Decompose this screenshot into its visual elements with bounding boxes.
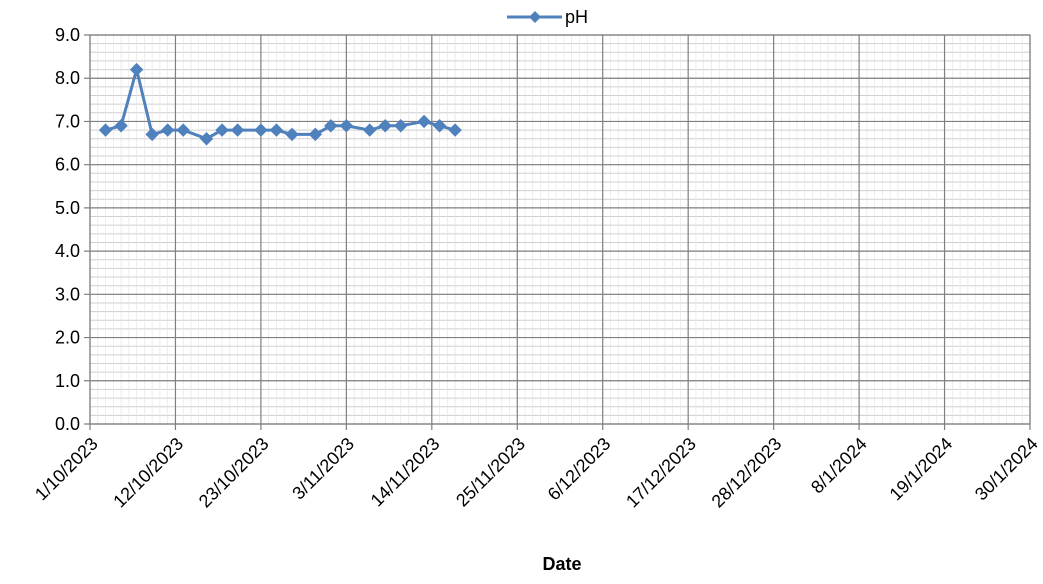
y-tick-label: 3.0 xyxy=(55,284,80,304)
legend: pH xyxy=(507,7,588,27)
data-point-diamond xyxy=(215,123,229,137)
x-tick-label: 30/1/2024 xyxy=(971,434,1042,505)
x-tick-label: 3/11/2023 xyxy=(288,434,358,504)
data-point-diamond xyxy=(145,127,159,142)
x-tick-label: 12/10/2023 xyxy=(109,434,187,512)
data-point-diamond xyxy=(394,119,408,133)
data-point-diamond xyxy=(324,119,338,133)
data-point-diamond xyxy=(269,123,284,137)
x-tick-label: 25/11/2023 xyxy=(452,434,529,511)
x-tick-label: 1/10/2023 xyxy=(31,434,102,505)
x-axis-title: Date xyxy=(542,554,581,574)
y-tick-label: 5.0 xyxy=(55,198,80,218)
series-layer xyxy=(98,62,462,146)
legend-diamond-marker xyxy=(529,11,541,23)
data-point-diamond xyxy=(160,123,175,137)
y-tick-label: 4.0 xyxy=(55,241,80,261)
data-point-diamond xyxy=(114,119,128,133)
y-tick-label: 6.0 xyxy=(55,155,80,175)
data-point-diamond xyxy=(199,132,214,146)
plot-border xyxy=(89,34,1031,425)
y-tick-label: 1.0 xyxy=(55,371,80,391)
minor-gridlines xyxy=(89,34,1031,425)
x-tick-label: 23/10/2023 xyxy=(195,434,273,512)
x-tick-label: 14/11/2023 xyxy=(367,434,444,511)
data-point-diamond xyxy=(285,127,299,142)
data-point-diamond xyxy=(254,123,268,137)
y-tick-label: 9.0 xyxy=(55,25,80,45)
data-point-diamond xyxy=(448,123,462,137)
y-axis-tick-labels: 0.0 1.0 2.0 3.0 4.0 5.0 6.0 7.0 8.0 9.0 xyxy=(55,25,80,434)
y-tick-label: 7.0 xyxy=(55,111,80,131)
x-tick-label: 19/1/2024 xyxy=(886,434,957,505)
x-tick-label: 17/12/2023 xyxy=(622,434,700,512)
x-tick-label: 6/12/2023 xyxy=(544,434,615,505)
data-point-diamond xyxy=(339,119,354,133)
data-point-diamond xyxy=(308,127,322,142)
x-tick-label: 28/12/2023 xyxy=(708,434,786,512)
legend-label: pH xyxy=(565,7,588,27)
y-tick-label: 2.0 xyxy=(55,328,80,348)
y-tick-label: 8.0 xyxy=(55,68,80,88)
data-point-diamond xyxy=(230,123,245,137)
data-point-diamond xyxy=(129,62,144,77)
data-point-diamond xyxy=(362,123,377,137)
data-point-diamond xyxy=(176,123,190,137)
data-point-diamond xyxy=(432,119,447,133)
major-gridlines xyxy=(84,34,1031,430)
x-axis-tick-labels: 1/10/2023 12/10/2023 23/10/2023 3/11/2023 14… xyxy=(31,434,1042,512)
data-point-diamond xyxy=(98,123,113,137)
data-point-diamond xyxy=(378,119,392,133)
data-point-diamond xyxy=(417,114,431,129)
y-tick-label: 0.0 xyxy=(55,414,80,434)
x-tick-label: 8/1/2024 xyxy=(807,434,871,498)
